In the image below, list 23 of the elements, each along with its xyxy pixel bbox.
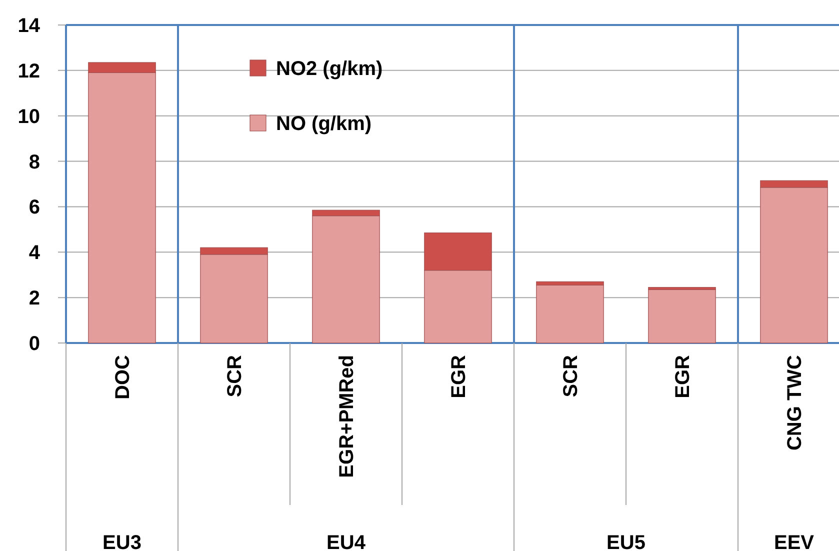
y-tick-label: 2 — [28, 288, 40, 310]
y-tick-label: 0 — [28, 333, 40, 355]
legend-label: NO (g/km) — [276, 113, 372, 135]
text: EU5 — [606, 532, 646, 551]
y-tick-label: 12 — [18, 60, 40, 82]
text: EU4 — [326, 532, 366, 551]
text: EEV — [774, 532, 815, 551]
y-tick-label: 8 — [28, 151, 40, 174]
x-tick-label: SCR — [224, 354, 246, 398]
x-tick-label: EGR — [448, 354, 470, 398]
bar — [648, 289, 716, 344]
x-tick-label: EGR+PMRed — [336, 355, 358, 478]
y-tick-label: 14 — [18, 15, 41, 37]
x-tick-label: DOC — [112, 355, 134, 400]
text: EU3 — [102, 532, 142, 551]
y-tick-label: 6 — [28, 196, 40, 219]
bar — [536, 284, 604, 344]
x-tick-label: CNG TWC — [784, 355, 806, 451]
y-tick-label: 10 — [18, 106, 40, 128]
x-tick-label: EGR — [672, 354, 694, 398]
legend-label: NO2 (g/km) — [276, 58, 383, 80]
x-tick-label: SCR — [560, 354, 582, 398]
y-tick-label: 4 — [28, 242, 41, 264]
